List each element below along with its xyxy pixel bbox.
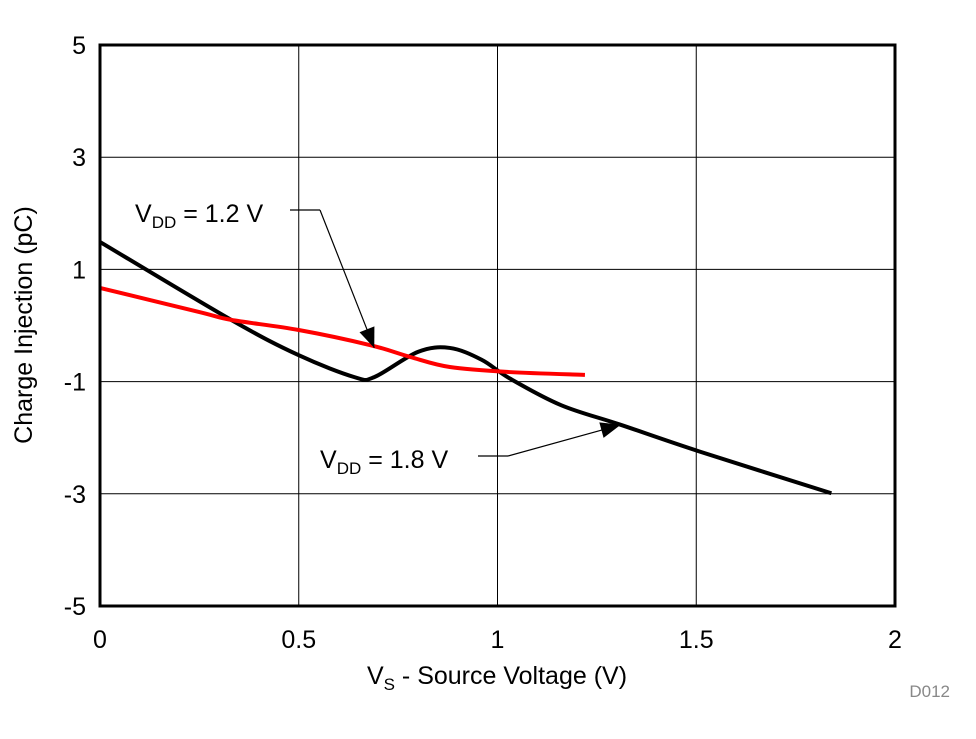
annotation-label: VDD = 1.8 V [320,446,448,478]
annotation-leader [319,209,375,349]
arrowhead-icon [599,422,621,438]
x-tick-label: 1 [491,626,505,654]
grid [99,44,896,607]
annotation-label: VDD = 1.2 V [135,200,263,232]
y-tick-label: -5 [64,593,86,621]
x-tick-label: 0.5 [281,626,316,654]
series-line-1 [99,285,586,377]
y-tick-label: 3 [72,144,86,172]
x-axis-label: VS - Source Voltage (V) [367,662,627,694]
tick-labels: 0 0.5 1 1.5 2 -5 -3 -1 1 3 5 [64,32,902,654]
series-line-0 [98,240,833,496]
y-tick-label: -3 [64,481,86,509]
y-axis-label: Charge Injection (pC) [10,206,38,444]
annotations: VDD = 1.2 V VDD = 1.8 V [135,200,621,478]
y-tick-label: -1 [64,369,86,397]
watermark: D012 [909,682,950,701]
y-tick-label: 1 [72,256,86,284]
x-tick-label: 0 [93,626,107,654]
x-tick-label: 2 [888,626,902,654]
x-tick-label: 1.5 [679,626,714,654]
arrowhead-icon [359,326,375,348]
series-group [98,240,833,496]
y-tick-label: 5 [72,32,86,60]
plot-frame [98,43,897,608]
